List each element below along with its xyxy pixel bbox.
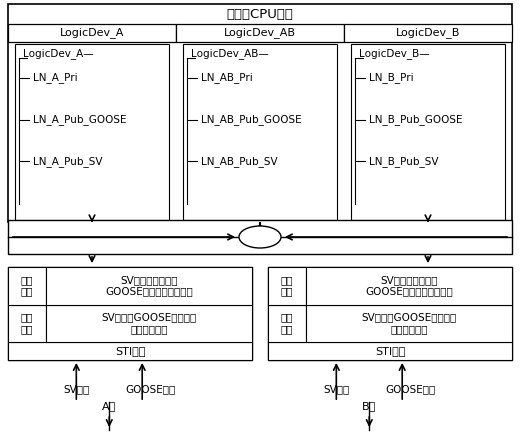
Text: LN_A_Pri: LN_A_Pri: [33, 73, 77, 83]
Text: A套: A套: [102, 401, 116, 411]
Text: LogicDev_AB—: LogicDev_AB—: [191, 48, 269, 60]
Bar: [268, 342, 512, 360]
Bar: [8, 220, 512, 254]
Bar: [8, 267, 46, 305]
Text: LN_A_Pub_GOOSE: LN_A_Pub_GOOSE: [33, 114, 126, 125]
Text: SV采样输出数据、
GOOSE开关、位置等信息: SV采样输出数据、 GOOSE开关、位置等信息: [105, 275, 193, 296]
Text: 公共
数据: 公共 数据: [21, 275, 33, 296]
Text: SV网络: SV网络: [323, 384, 349, 394]
Bar: [8, 4, 512, 222]
Text: 私有
数据: 私有 数据: [281, 312, 293, 334]
Text: SV采样输出数据、
GOOSE开关、位置等信息: SV采样输出数据、 GOOSE开关、位置等信息: [365, 275, 453, 296]
Text: SV网络: SV网络: [63, 384, 89, 394]
Bar: [268, 305, 306, 342]
Bar: [306, 267, 512, 305]
Text: 公共
数据: 公共 数据: [281, 275, 293, 296]
Text: 管理主CPU模块: 管理主CPU模块: [227, 7, 293, 20]
Text: LogicDev_AB: LogicDev_AB: [224, 28, 296, 38]
Bar: [306, 305, 512, 342]
Bar: [268, 267, 512, 360]
Text: STI模块: STI模块: [115, 346, 145, 356]
Text: LogicDev_A: LogicDev_A: [60, 28, 124, 38]
Text: 私有
数据: 私有 数据: [21, 312, 33, 334]
Bar: [8, 342, 252, 360]
Text: LN_A_Pub_SV: LN_A_Pub_SV: [33, 156, 102, 167]
Bar: [8, 24, 176, 42]
Text: LN_AB_Pri: LN_AB_Pri: [201, 73, 253, 83]
Bar: [15, 44, 169, 220]
Text: +: +: [255, 231, 265, 244]
Text: LN_AB_Pub_SV: LN_AB_Pub_SV: [201, 156, 278, 167]
Bar: [351, 44, 505, 220]
Bar: [8, 267, 252, 360]
Text: GOOSE网络: GOOSE网络: [125, 384, 175, 394]
Bar: [46, 267, 252, 305]
Bar: [344, 24, 512, 42]
Text: LN_B_Pri: LN_B_Pri: [369, 73, 413, 83]
Text: LogicDev_B: LogicDev_B: [396, 28, 460, 38]
Bar: [8, 305, 46, 342]
Bar: [46, 305, 252, 342]
Text: LN_AB_Pub_GOOSE: LN_AB_Pub_GOOSE: [201, 114, 302, 125]
Text: SV状态、GOOSE状态、设
备告警信号等: SV状态、GOOSE状态、设 备告警信号等: [101, 312, 197, 334]
Text: LN_B_Pub_SV: LN_B_Pub_SV: [369, 156, 438, 167]
Bar: [268, 267, 306, 305]
Text: B套: B套: [362, 401, 376, 411]
Text: GOOSE网络: GOOSE网络: [385, 384, 435, 394]
Bar: [183, 44, 337, 220]
Bar: [176, 24, 344, 42]
Text: STI模块: STI模块: [375, 346, 405, 356]
Text: LN_B_Pub_GOOSE: LN_B_Pub_GOOSE: [369, 114, 462, 125]
Text: SV状态、GOOSE状态、设
备告警信号等: SV状态、GOOSE状态、设 备告警信号等: [361, 312, 457, 334]
Text: LogicDev_B—: LogicDev_B—: [359, 48, 430, 60]
Text: LogicDev_A—: LogicDev_A—: [23, 48, 94, 60]
Ellipse shape: [239, 226, 281, 248]
